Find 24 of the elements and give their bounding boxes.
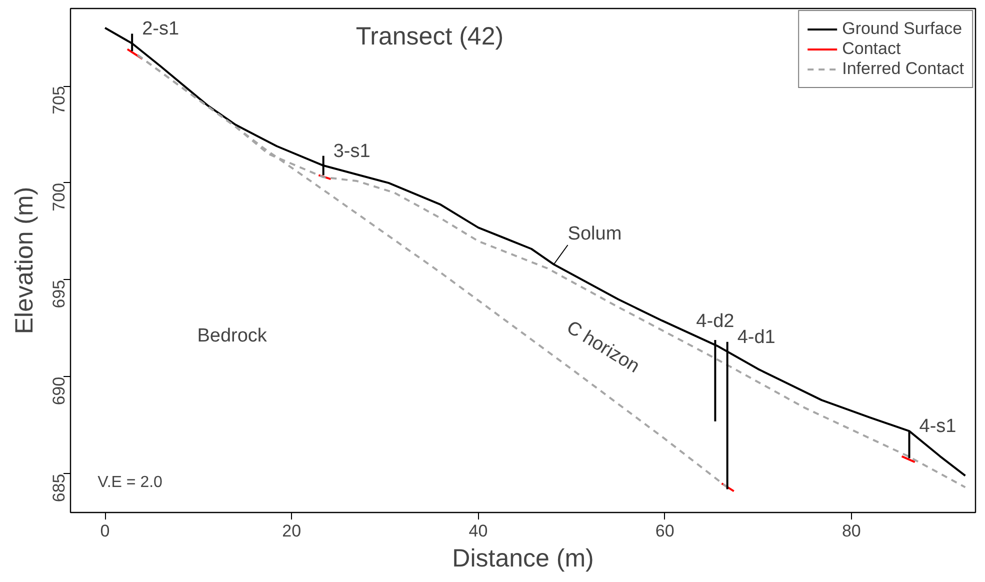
annotation: 2-s1 bbox=[142, 18, 180, 40]
annotation: 4-d1 bbox=[737, 326, 776, 348]
x-axis-title: Distance (m) bbox=[452, 544, 594, 572]
y-tick-label: 700 bbox=[50, 182, 68, 212]
x-tick-label: 80 bbox=[842, 522, 861, 540]
annotation: V.E = 2.0 bbox=[98, 474, 163, 491]
annotation: 4-d2 bbox=[696, 310, 734, 332]
y-axis-title: Elevation (m) bbox=[10, 186, 38, 334]
annotation: 3-s1 bbox=[333, 140, 370, 162]
annotation: Bedrock bbox=[197, 326, 268, 347]
y-tick-label: 685 bbox=[50, 474, 68, 502]
x-tick-label: 0 bbox=[100, 522, 110, 540]
legend-label: Inferred Contact bbox=[842, 59, 964, 79]
text: Transect (42) bbox=[356, 22, 504, 50]
legend-label: Ground Surface bbox=[842, 19, 962, 39]
legend-label: Contact bbox=[842, 39, 901, 59]
y-tick-label: 695 bbox=[50, 280, 68, 308]
x-tick-label: 60 bbox=[655, 522, 674, 540]
x-tick-label: 40 bbox=[468, 522, 488, 540]
x-tick-label: 20 bbox=[282, 522, 302, 540]
y-tick-label: 705 bbox=[50, 86, 68, 114]
annotation: 4-s1 bbox=[919, 416, 956, 438]
annotation: Solum bbox=[568, 223, 622, 244]
y-tick-label: 690 bbox=[50, 376, 68, 406]
